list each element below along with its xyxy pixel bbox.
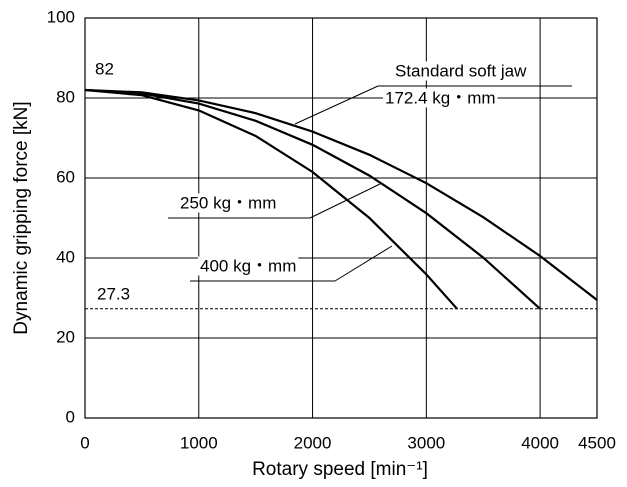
- x-tick-label: 4500: [578, 433, 616, 452]
- x-tick-label: 3000: [407, 433, 445, 452]
- series-moment-label: 172.4 kg・mm: [385, 88, 496, 107]
- y-tick-label: 40: [56, 247, 75, 266]
- y-tick-label: 80: [56, 87, 75, 106]
- series-label: Standard soft jaw: [395, 61, 527, 80]
- leader-line: [294, 85, 379, 125]
- label-bg: [393, 61, 530, 81]
- y-tick-label: 0: [66, 407, 75, 426]
- x-tick-label: 4000: [521, 433, 559, 452]
- x-tick-label: 0: [80, 433, 89, 452]
- x-tick-label: 1000: [180, 433, 218, 452]
- plot-border: [84, 17, 598, 419]
- series-label: 400 kg・mm: [200, 256, 296, 275]
- y-axis-label: Dynamic gripping force [kN]: [11, 101, 32, 334]
- label-bg: [198, 256, 299, 276]
- x-tick-label: 2000: [294, 433, 332, 452]
- reference-label: 27.3: [97, 284, 130, 303]
- y-tick-label: 60: [56, 167, 75, 186]
- leader-line: [334, 245, 393, 282]
- label-bg: [178, 193, 279, 213]
- label-bg: [383, 88, 498, 108]
- leader-line: [309, 183, 381, 219]
- series-line: [84, 88, 541, 310]
- start-label: 82: [95, 59, 114, 78]
- series-label: 250 kg・mm: [180, 193, 276, 212]
- y-tick-label: 100: [47, 7, 75, 26]
- x-axis-label: Rotary speed [min⁻¹]: [252, 459, 428, 480]
- series-line: [84, 88, 458, 310]
- y-tick-label: 20: [56, 327, 75, 346]
- series-line: [84, 88, 598, 301]
